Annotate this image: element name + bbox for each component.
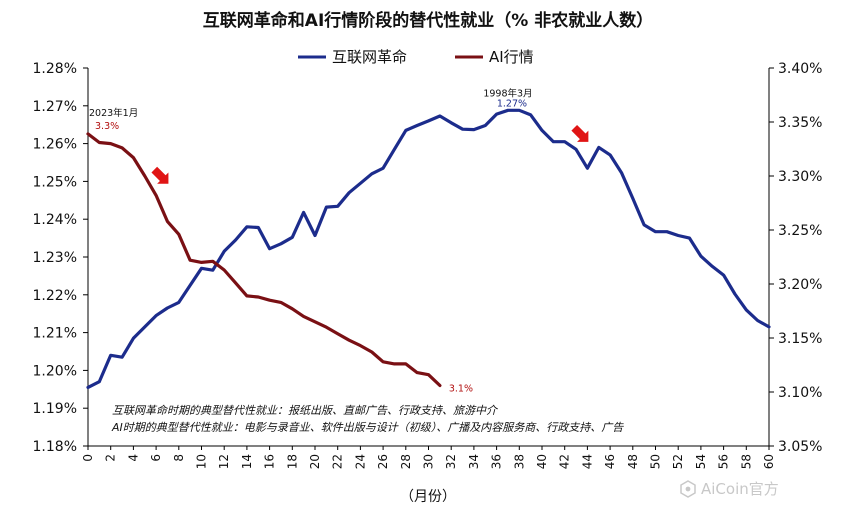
right-tick-label: 3.40% bbox=[778, 61, 822, 77]
left-tick-label: 1.23% bbox=[33, 250, 77, 266]
note-ai: AI时期的典型替代性就业：电影与录音业、软件出版与设计（初级）、广播及内容服务商… bbox=[111, 421, 624, 434]
left-tick-label: 1.22% bbox=[33, 288, 77, 304]
x-tick-label: 48 bbox=[626, 454, 640, 469]
x-tick-label: 8 bbox=[172, 454, 186, 462]
watermark-text: AiCoin官方 bbox=[701, 480, 779, 498]
right-tick-label: 3.15% bbox=[778, 331, 822, 347]
left-tick-label: 1.26% bbox=[33, 137, 77, 153]
left-axis: 1.18% 1.19% 1.20% 1.21% 1.22% 1.23% 1.24% 1.25%… bbox=[33, 61, 88, 455]
notes: 互联网革命时期的典型替代性就业：报纸出版、直邮广告、行政支持、旅游中介 AI时期… bbox=[111, 404, 624, 434]
left-tick-label: 1.21% bbox=[33, 326, 77, 342]
x-tick-label: 42 bbox=[558, 454, 572, 469]
x-tick-label: 20 bbox=[308, 454, 322, 469]
left-tick-label: 1.19% bbox=[33, 401, 77, 417]
legend-label-internet: 互联网革命 bbox=[332, 48, 407, 66]
series-line-ai bbox=[86, 132, 442, 388]
note-internet: 互联网革命时期的典型替代性就业：报纸出版、直邮广告、行政支持、旅游中介 bbox=[112, 404, 499, 417]
left-tick-label: 1.18% bbox=[33, 439, 77, 455]
right-tick-label: 3.30% bbox=[778, 169, 822, 185]
x-tick-label: 58 bbox=[739, 454, 753, 469]
series-line-internet bbox=[86, 108, 771, 389]
x-tick-label: 32 bbox=[444, 454, 458, 469]
arrow-shape bbox=[571, 124, 589, 142]
left-tick-label: 1.25% bbox=[33, 174, 77, 190]
x-tick-label: 12 bbox=[217, 454, 231, 469]
annotation-ai-end-value: 3.1% bbox=[449, 384, 473, 395]
x-axis: 0 2 4 6 8 10 12 14 16 18 20 22 24 26 28 30 32 34 36 38 40 42 4… bbox=[81, 446, 776, 469]
arrow-shape bbox=[151, 166, 169, 184]
x-tick-label: 52 bbox=[671, 454, 685, 469]
right-tick-label: 3.20% bbox=[778, 277, 822, 293]
legend-label-ai: AI行情 bbox=[489, 48, 534, 66]
left-tick-label: 1.20% bbox=[33, 363, 77, 379]
x-axis-label: （月份） bbox=[400, 489, 456, 505]
left-tick-label: 1.28% bbox=[33, 61, 77, 77]
x-tick-label: 56 bbox=[717, 454, 731, 469]
x-tick-label: 14 bbox=[240, 454, 254, 469]
x-tick-label: 2 bbox=[104, 454, 118, 462]
x-tick-label: 30 bbox=[422, 454, 436, 469]
x-tick-label: 24 bbox=[353, 454, 367, 469]
watermark-logo-icon bbox=[680, 480, 696, 498]
down-arrow-ai-icon bbox=[151, 166, 169, 184]
x-tick-label: 46 bbox=[603, 454, 617, 469]
x-tick-label: 40 bbox=[535, 454, 549, 469]
x-tick-label: 22 bbox=[331, 454, 345, 469]
x-tick-label: 36 bbox=[490, 454, 504, 469]
x-tick-label: 6 bbox=[149, 454, 163, 462]
x-tick-label: 28 bbox=[399, 454, 413, 469]
annotation-internet-peak-value: 1.27% bbox=[497, 98, 527, 109]
x-tick-label: 4 bbox=[126, 454, 140, 462]
left-tick-label: 1.24% bbox=[33, 212, 77, 228]
chart-title: 互联网革命和AI行情阶段的替代性就业（% 非农就业人数） bbox=[203, 10, 653, 31]
x-tick-label: 38 bbox=[512, 454, 526, 469]
x-tick-label: 34 bbox=[467, 454, 481, 469]
watermark: AiCoin官方 bbox=[680, 480, 779, 498]
x-tick-label: 54 bbox=[694, 454, 708, 469]
right-tick-label: 3.35% bbox=[778, 115, 822, 131]
x-tick-label: 44 bbox=[580, 454, 594, 469]
x-tick-label: 60 bbox=[762, 454, 776, 469]
right-tick-label: 3.10% bbox=[778, 385, 822, 401]
right-tick-label: 3.25% bbox=[778, 223, 822, 239]
x-tick-label: 16 bbox=[263, 454, 277, 469]
x-tick-label: 50 bbox=[649, 454, 663, 469]
annotation-ai-start-date: 2023年1月 bbox=[89, 107, 138, 119]
x-tick-label: 26 bbox=[376, 454, 390, 469]
x-tick-label: 10 bbox=[195, 454, 209, 469]
right-axis: 3.05% 3.10% 3.15% 3.20% 3.25% 3.30% 3.35% 3.40% bbox=[769, 61, 822, 455]
annotation-internet-peak-date: 1998年3月 bbox=[483, 87, 532, 99]
down-arrow-internet-icon bbox=[571, 124, 589, 142]
right-tick-label: 3.05% bbox=[778, 439, 822, 455]
legend: 互联网革命 AI行情 bbox=[298, 48, 534, 66]
annotation-ai-start-value: 3.3% bbox=[95, 121, 119, 132]
x-tick-label: 0 bbox=[81, 454, 95, 462]
x-tick-label: 18 bbox=[285, 454, 299, 469]
left-tick-label: 1.27% bbox=[33, 99, 77, 115]
